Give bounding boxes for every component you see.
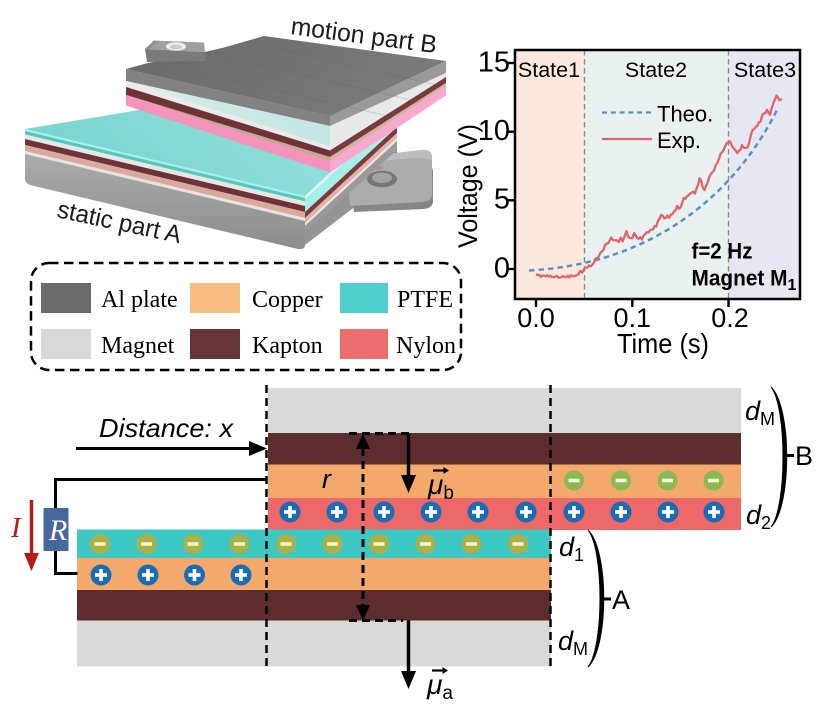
svg-text:State2: State2 — [625, 58, 687, 82]
svg-text:State1: State1 — [518, 58, 580, 82]
svg-text:5: 5 — [494, 184, 510, 216]
svg-text:d1: d1 — [559, 532, 584, 565]
svg-text:A: A — [612, 585, 630, 615]
svg-text:r: r — [322, 464, 332, 494]
svg-text:State3: State3 — [734, 58, 796, 82]
svg-text:dM: dM — [745, 396, 775, 429]
svg-text:μa: μa — [426, 669, 453, 704]
svg-text:0.1: 0.1 — [614, 303, 652, 333]
svg-text:Magnet M1: Magnet M1 — [692, 266, 797, 295]
svg-text:Distance: x: Distance: x — [99, 413, 234, 443]
svg-text:15: 15 — [478, 47, 510, 79]
svg-text:PTFE: PTFE — [397, 287, 453, 313]
svg-text:dM: dM — [558, 626, 588, 659]
svg-text:μb: μb — [427, 469, 454, 504]
svg-text:R: R — [48, 514, 67, 547]
svg-text:d2: d2 — [746, 500, 771, 533]
svg-text:0.0: 0.0 — [517, 303, 555, 333]
svg-text:Kapton: Kapton — [252, 333, 323, 359]
svg-text:Time (s): Time (s) — [617, 328, 709, 359]
svg-text:10: 10 — [478, 115, 510, 147]
svg-text:0: 0 — [494, 253, 510, 285]
svg-text:Al plate: Al plate — [101, 287, 178, 313]
svg-text:f=2 Hz: f=2 Hz — [692, 239, 753, 264]
svg-text:Copper: Copper — [252, 287, 323, 313]
svg-text:Nylon: Nylon — [396, 333, 456, 359]
svg-text:Theo.: Theo. — [657, 102, 713, 127]
svg-text:Exp.: Exp. — [657, 128, 701, 153]
svg-text:I: I — [10, 512, 22, 544]
svg-text:B: B — [795, 441, 813, 471]
svg-text:0.2: 0.2 — [711, 303, 749, 333]
svg-text:Voltage (V): Voltage (V) — [453, 124, 483, 248]
svg-text:Magnet: Magnet — [101, 333, 175, 359]
